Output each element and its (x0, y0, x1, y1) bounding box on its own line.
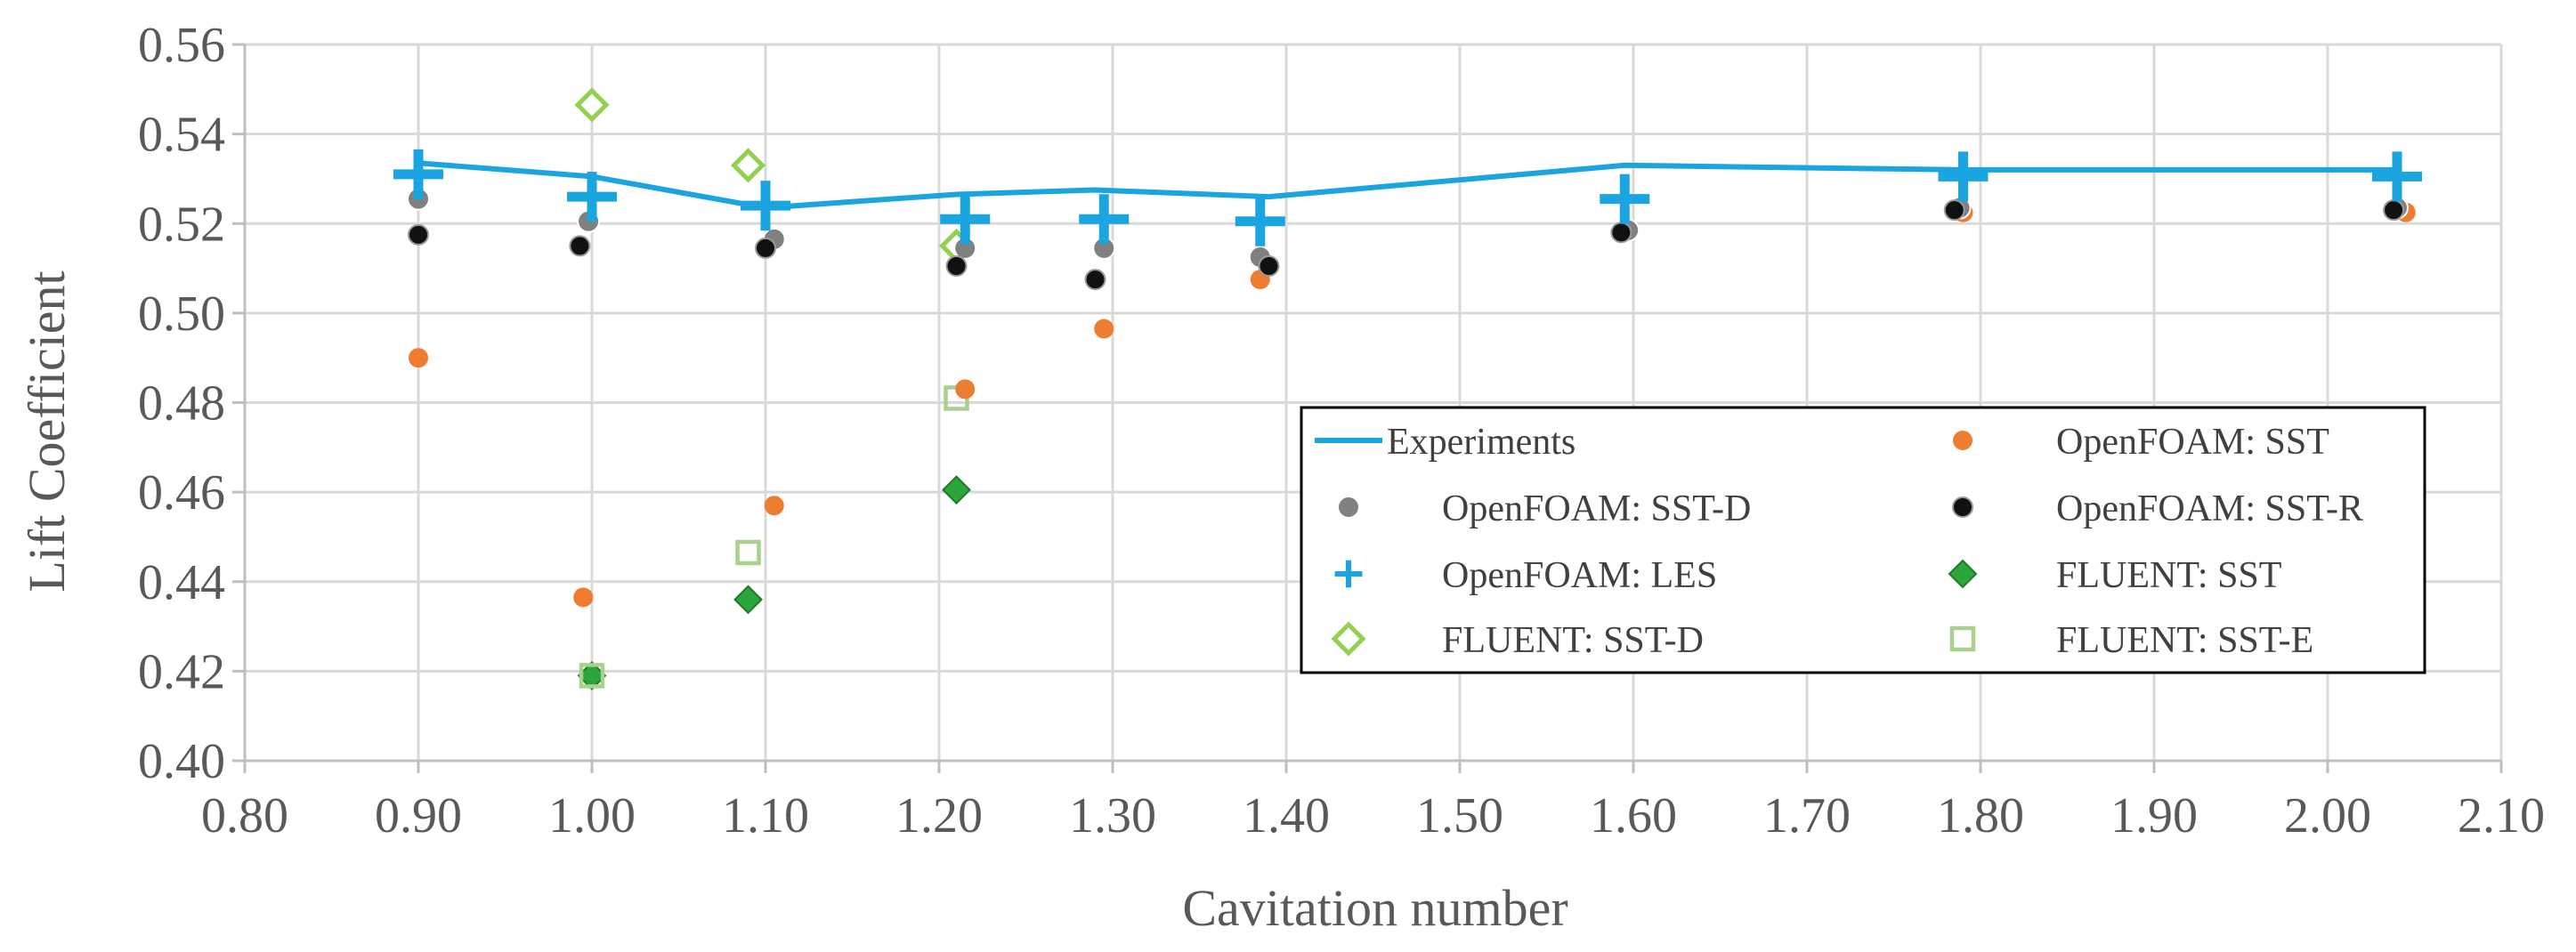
legend-label: FLUENT: SST-E (2056, 620, 2313, 661)
series-openfoam-sst-d (407, 187, 2409, 269)
legend-entry: OpenFOAM: LES (1334, 555, 1717, 596)
series-fluent-sst-e (579, 385, 969, 689)
data-point (409, 348, 428, 368)
legend-label: FLUENT: SST-D (1442, 620, 1704, 661)
y-tick-label: 0.50 (138, 286, 225, 342)
data-point (942, 475, 971, 505)
x-tick-label: 1.00 (548, 788, 636, 843)
legend-swatch (1331, 621, 1366, 657)
data-point (1938, 151, 1989, 202)
data-point (1258, 255, 1280, 278)
legend-entry: FLUENT: SST (1948, 555, 2281, 596)
x-tick-label: 2.10 (2458, 788, 2545, 843)
y-tick-label: 0.56 (138, 18, 225, 73)
legend-box (1300, 406, 2426, 674)
x-tick-label: 1.10 (722, 788, 809, 843)
data-point (735, 539, 761, 566)
data-point (940, 194, 991, 245)
legend-entry: FLUENT: SST-D (1331, 620, 1704, 661)
data-point (567, 172, 617, 222)
data-point (741, 181, 790, 231)
x-tick-label: 1.80 (1937, 788, 2024, 843)
y-tick-label: 0.52 (138, 197, 225, 252)
data-point (755, 237, 776, 259)
legend-entry: OpenFOAM: SST-R (1952, 488, 2363, 529)
legend: Experiments OpenFOAM: SST OpenFOAM: SST-D O… (1300, 406, 2426, 674)
legend-label: OpenFOAM: LES (1442, 555, 1717, 596)
data-point (408, 223, 429, 246)
y-axis-title: Lift Coefficient (18, 270, 76, 592)
y-tick-label: 0.54 (138, 108, 225, 163)
data-point (1235, 196, 1285, 246)
legend-swatch (1948, 559, 1978, 589)
x-tick-label: 0.80 (201, 788, 288, 843)
data-point (733, 585, 763, 615)
data-point (569, 235, 591, 257)
data-point (1079, 194, 1130, 245)
legend-entry: OpenFOAM: SST (1953, 422, 2329, 463)
data-point (730, 148, 766, 183)
x-tick-label: 1.40 (1243, 788, 1330, 843)
legend-swatch (1334, 560, 1363, 588)
data-point (1610, 222, 1632, 244)
data-point (574, 87, 610, 123)
data-point (945, 255, 968, 278)
tick-labels: 0.40 0.42 0.44 0.46 0.48 0.50 0.52 0.54 0.56 0.80… (138, 18, 2545, 843)
legend-swatch (1953, 431, 1973, 450)
legend-label: OpenFOAM: SST-D (1442, 488, 1751, 529)
series-openfoam-sst-r (408, 199, 2405, 291)
legend-swatch (1949, 625, 1976, 652)
series-openfoam-les (393, 149, 2422, 246)
x-tick-label: 1.30 (1069, 788, 1156, 843)
legend-label: FLUENT: SST (2056, 555, 2281, 596)
x-tick-label: 1.20 (895, 788, 983, 843)
axes (232, 43, 2503, 773)
data-point (1084, 269, 1106, 291)
legend-swatch (1952, 496, 1973, 518)
x-tick-label: 1.50 (1416, 788, 1503, 843)
data-point (2383, 199, 2405, 222)
data-point (764, 496, 784, 516)
series-fluent-sst (577, 475, 971, 690)
data-point (573, 587, 594, 608)
data-point (955, 379, 976, 399)
series (393, 87, 2422, 690)
y-tick-label: 0.42 (138, 644, 225, 699)
x-tick-label: 2.00 (2284, 788, 2371, 843)
legend-entry: Experiments (1315, 422, 1576, 463)
y-tick-label: 0.46 (138, 465, 225, 520)
data-point (1600, 173, 1650, 224)
data-point (2372, 151, 2422, 202)
legend-label: OpenFOAM: SST-R (2056, 488, 2363, 529)
data-point (393, 149, 443, 199)
legend-entry: FLUENT: SST-E (1949, 620, 2313, 661)
data-point (1094, 319, 1114, 339)
x-tick-label: 1.90 (2110, 788, 2198, 843)
y-tick-label: 0.40 (138, 734, 225, 789)
data-point (1943, 199, 1965, 222)
legend-label: Experiments (1387, 422, 1576, 463)
grid (245, 43, 2503, 761)
legend-entry: OpenFOAM: SST-D (1337, 488, 1751, 529)
y-tick-label: 0.48 (138, 376, 225, 432)
data-point (579, 663, 605, 689)
legend-label: OpenFOAM: SST (2056, 422, 2329, 463)
x-tick-label: 0.90 (375, 788, 462, 843)
x-tick-label: 1.60 (1590, 788, 1677, 843)
x-tick-label: 1.70 (1763, 788, 1851, 843)
series-experiments (417, 160, 2397, 211)
experiments-line (417, 160, 2397, 211)
legend-swatch (1337, 496, 1360, 519)
x-axis-title: Cavitation number (1182, 879, 1567, 937)
y-tick-label: 0.44 (138, 555, 225, 610)
